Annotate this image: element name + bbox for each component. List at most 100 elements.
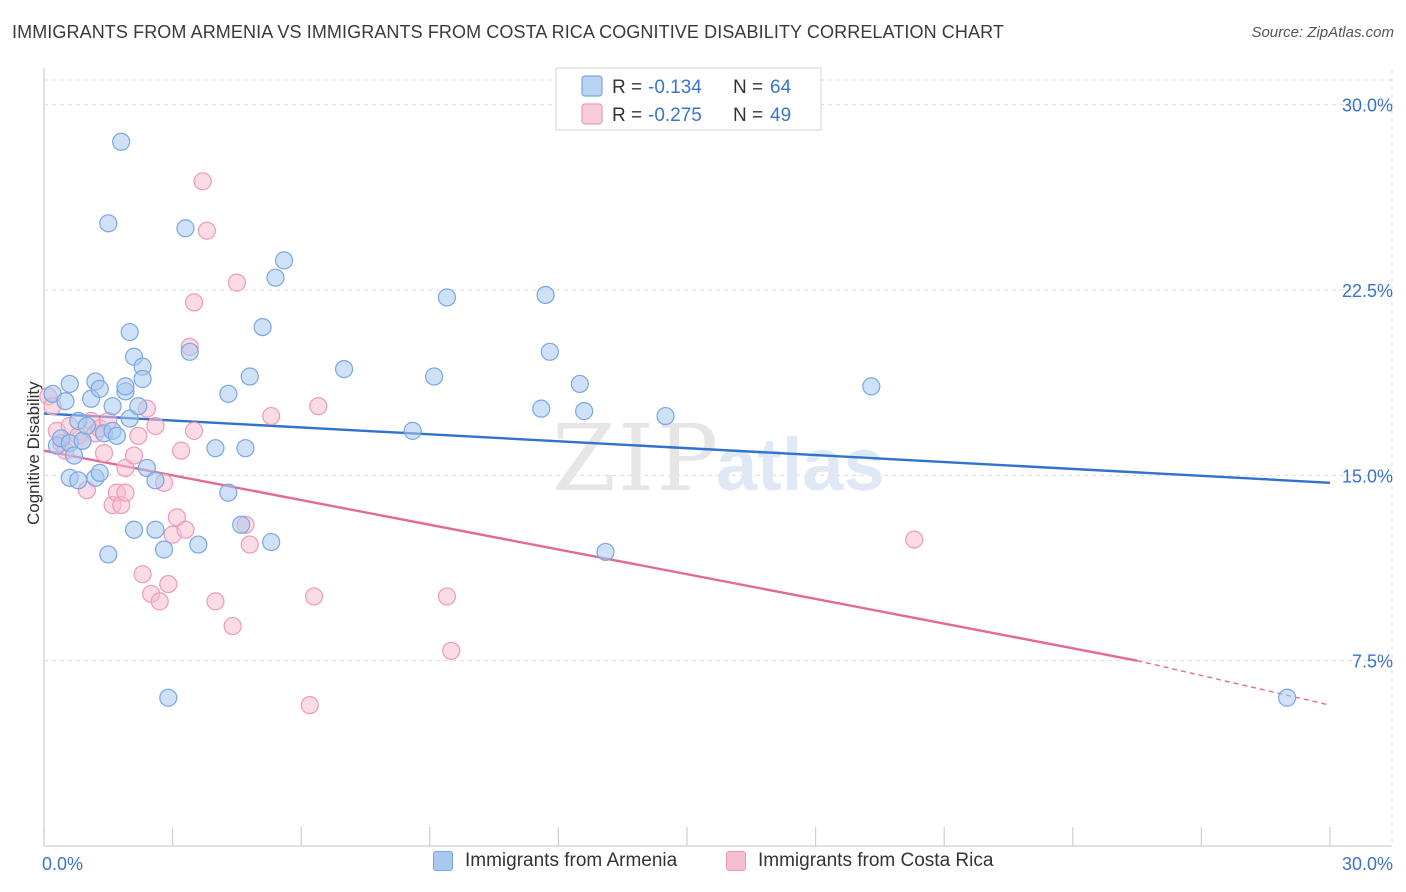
point-costa-rica [159,574,178,594]
grid [44,70,1393,846]
stats-r-value: -0.134 [648,77,702,98]
watermark-atlas: atlas [716,423,885,506]
point-armenia [137,458,156,478]
legend-swatch-armenia [433,851,453,871]
point-armenia [77,416,96,436]
point-armenia [334,360,354,379]
point-armenia [532,399,551,418]
point-costa-rica [184,293,204,312]
point-armenia [116,377,135,396]
bottom-legend: Immigrants from Armenia Immigrants from … [0,850,1406,880]
point-armenia [120,409,139,428]
point-costa-rica [172,441,191,460]
stats-r-value: -0.275 [648,105,702,126]
point-costa-rica [300,696,319,715]
point-costa-rica [94,444,114,463]
point-costa-rica [223,616,242,636]
y-tick-label: 22.5% [1342,281,1393,301]
point-costa-rica [193,172,212,191]
point-costa-rica [262,406,281,426]
point-armenia [112,132,131,151]
data-points [39,132,1297,715]
point-armenia [240,367,259,386]
stats-n-label: N = [733,105,763,126]
point-armenia [596,542,615,562]
point-costa-rica [206,592,225,611]
x-tick-label: 30.0% [1342,854,1393,874]
stats-legend: R = -0.134 N = 64 R = -0.275 N = 49 [555,67,822,131]
point-armenia [236,439,255,458]
point-armenia [103,397,122,416]
point-armenia [274,251,294,270]
point-armenia [56,392,75,411]
point-armenia [154,540,174,559]
stats-r-label: R = [612,77,642,98]
point-armenia [133,369,152,389]
trend-line-costa-rica-extension [1136,659,1331,706]
point-armenia [262,532,281,552]
point-armenia [253,317,272,337]
y-tick-label: 15.0% [1342,466,1393,486]
legend-label-costa-rica: Immigrants from Costa Rica [758,850,994,871]
point-armenia [570,374,589,394]
axes [43,68,1392,847]
point-armenia [540,342,559,361]
legend-item-armenia[interactable]: Immigrants from Armenia [433,850,677,872]
point-costa-rica [116,483,135,502]
watermark-zip: ZIP [552,405,720,512]
point-armenia [536,285,555,305]
point-costa-rica [437,587,457,606]
point-armenia [99,214,118,233]
stats-n-value: 49 [770,105,791,126]
point-costa-rica [124,446,144,465]
x-tick-label: 0.0% [42,854,83,874]
legend-label-armenia: Immigrants from Armenia [465,850,678,871]
point-armenia [60,374,79,394]
point-armenia [146,471,165,490]
point-armenia [219,384,238,403]
point-armenia [189,535,208,554]
point-armenia [176,219,195,238]
point-costa-rica [240,535,259,554]
stats-r-label: R = [612,105,642,126]
stats-n-label: N = [733,77,763,98]
point-costa-rica [184,421,204,440]
point-costa-rica [227,273,246,292]
point-armenia [862,377,881,396]
point-armenia [437,288,457,307]
point-costa-rica [146,416,165,436]
stats-swatch [581,75,603,97]
point-armenia [90,463,109,482]
y-tick-label: 30.0% [1342,96,1393,116]
point-costa-rica [905,530,924,549]
point-armenia [129,397,148,416]
point-armenia [64,446,84,465]
point-armenia [232,515,251,534]
stats-n-value: 64 [770,77,792,98]
point-costa-rica [116,458,135,478]
point-costa-rica [309,397,328,416]
point-armenia [219,483,238,502]
source-label: Source: ZipAtlas.com [1251,24,1394,41]
point-armenia [1278,688,1297,707]
point-armenia [120,322,139,342]
point-armenia [180,342,199,361]
point-armenia [206,439,225,458]
point-armenia [99,545,118,564]
point-costa-rica [304,587,324,606]
point-armenia [90,379,109,398]
chart-title: IMMIGRANTS FROM ARMENIA VS IMMIGRANTS FR… [12,22,1004,42]
point-armenia [266,268,285,287]
point-armenia [656,406,675,426]
point-armenia [124,520,144,539]
stats-swatch [581,103,603,125]
point-costa-rica [129,426,148,445]
point-costa-rica [176,520,195,539]
point-costa-rica [442,641,461,660]
legend-item-costa-rica[interactable]: Immigrants from Costa Rica [726,850,993,872]
point-armenia [107,426,126,445]
point-armenia [403,421,422,440]
point-costa-rica [167,508,186,527]
point-armenia [159,688,178,707]
